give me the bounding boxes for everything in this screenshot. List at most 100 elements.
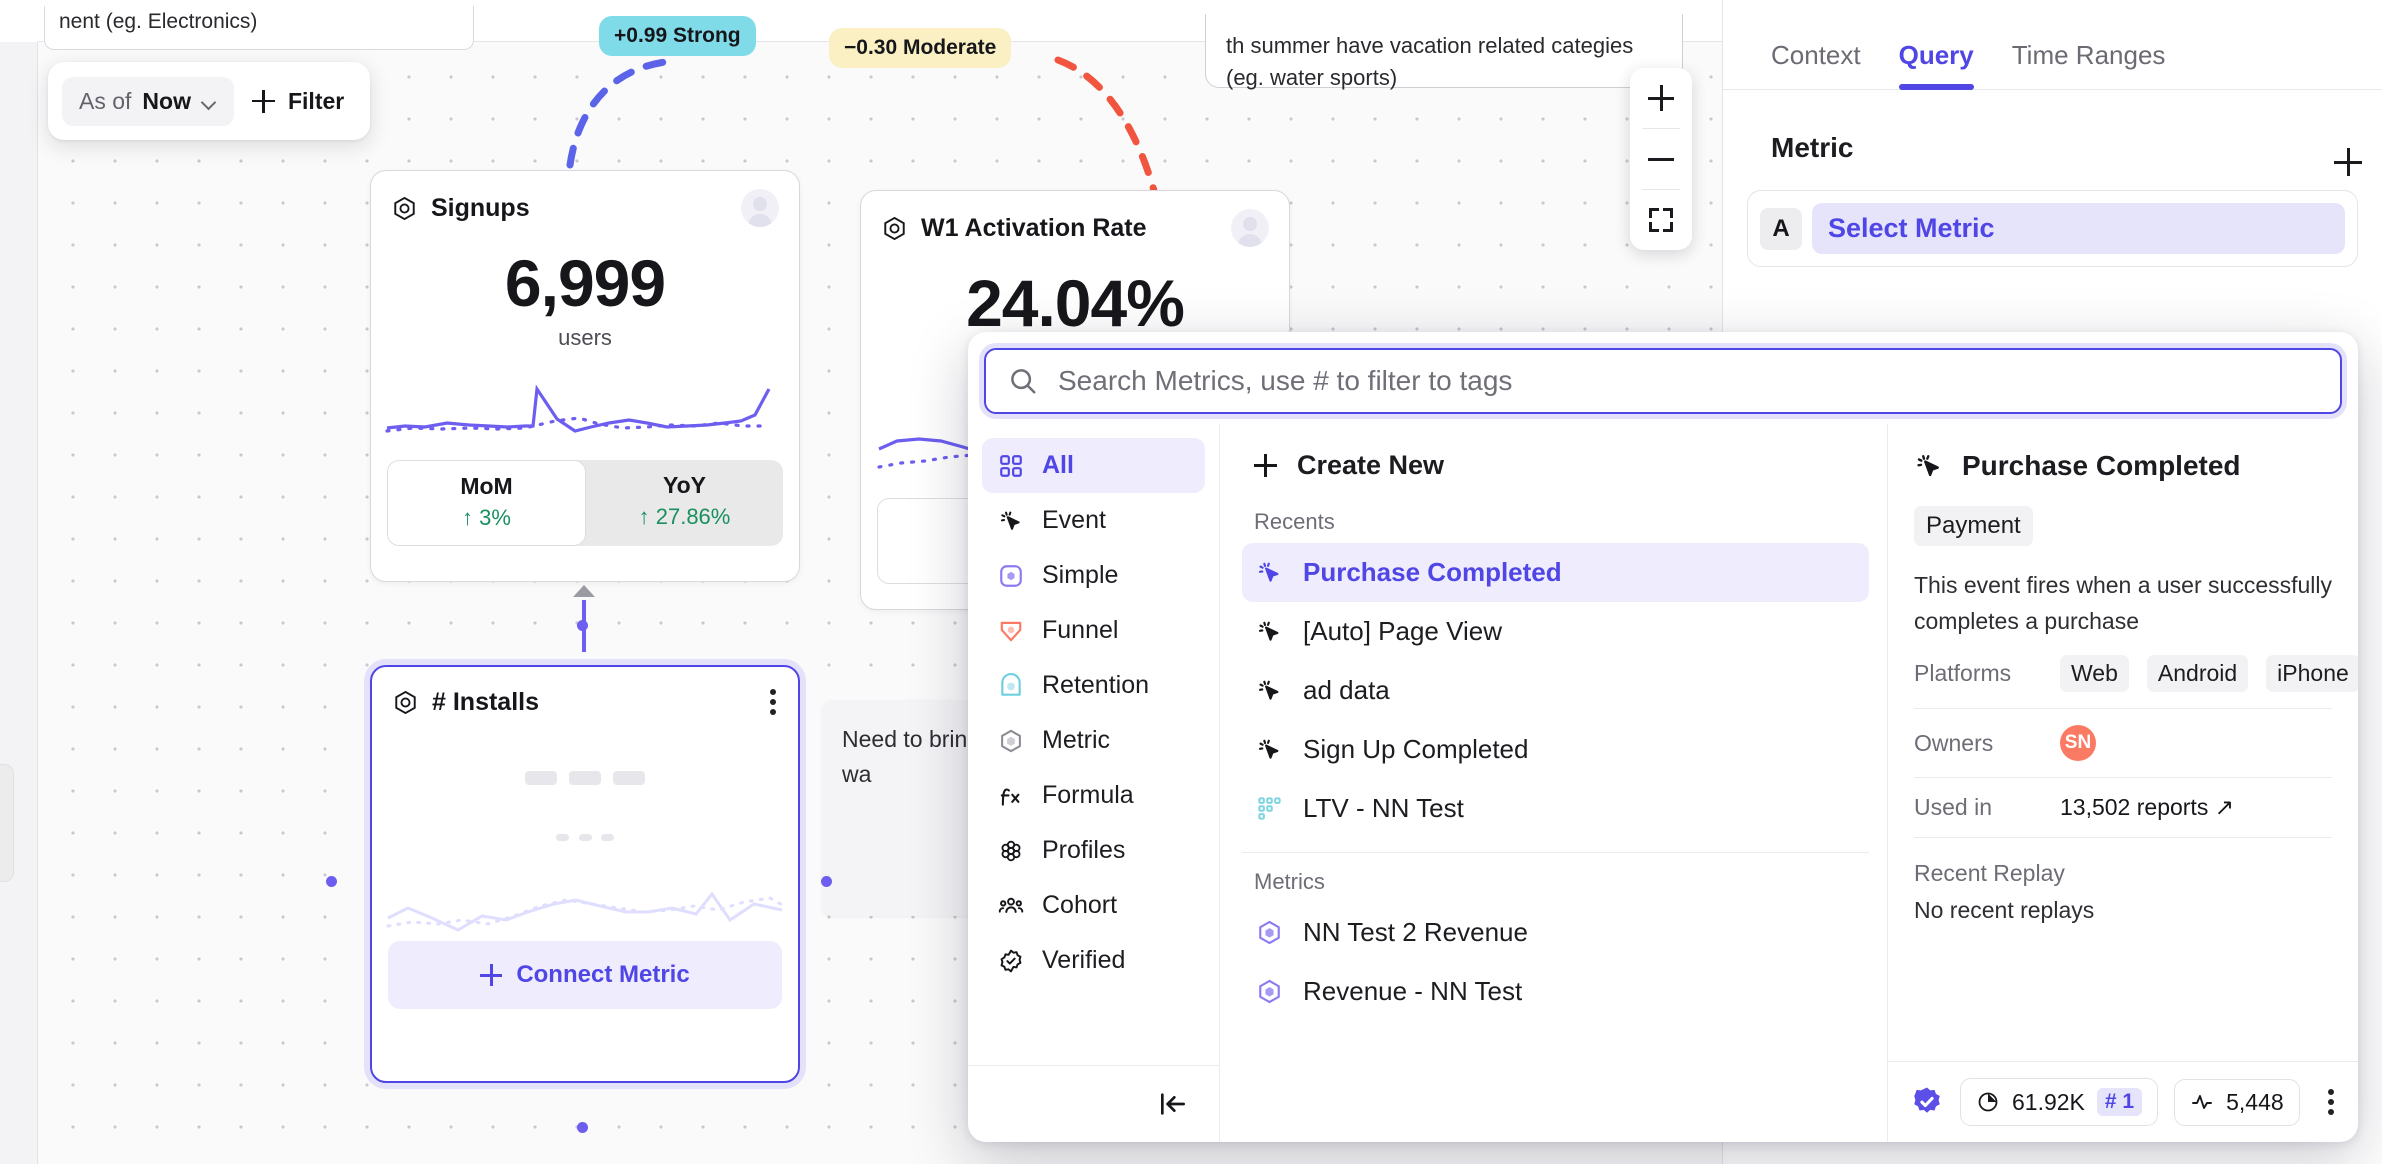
list-item[interactable]: Revenue - NN Test: [1242, 962, 1869, 1021]
category-funnel[interactable]: Funnel: [982, 603, 1205, 658]
divider: [1642, 128, 1680, 129]
category-label: All: [1042, 451, 1074, 479]
canvas-top-note[interactable]: nent (eg. Electronics): [44, 6, 474, 50]
list-item[interactable]: Purchase Completed: [1242, 543, 1869, 602]
canvas-note-card[interactable]: th summer have vacation related categies…: [1205, 14, 1683, 90]
comparison-key: MoM: [460, 473, 513, 499]
recent-replay-value: No recent replays: [1914, 897, 2095, 924]
detail-footer: 61.92K # 1 5,448: [1888, 1061, 2358, 1142]
metric-picker-modal[interactable]: Search Metrics, use # to filter to tags …: [968, 332, 2358, 1142]
metric-card-installs[interactable]: # Installs Connect Metric: [370, 665, 800, 1083]
connect-metric-button[interactable]: Connect Metric: [388, 941, 782, 1009]
metric-card-signups[interactable]: Signups 6,999 users MoM ↑ 3% YoY ↑ 27.86…: [370, 170, 800, 582]
comparison-yoy[interactable]: YoY ↑ 27.86%: [586, 460, 783, 546]
search-wrapper: Search Metrics, use # to filter to tags: [968, 332, 2358, 424]
canvas-toolbar[interactable]: As of Now Filter: [48, 62, 371, 140]
list-item[interactable]: Sign Up Completed: [1242, 720, 1869, 779]
correlation-badge-strong[interactable]: +0.99 Strong: [599, 16, 756, 56]
people-icon: [998, 897, 1024, 913]
minus-icon: [1648, 146, 1674, 172]
list-item[interactable]: NN Test 2 Revenue: [1242, 903, 1869, 962]
category-all[interactable]: All: [982, 438, 1205, 493]
category-label: Profiles: [1042, 836, 1126, 864]
panel-tabs[interactable]: Context Query Time Ranges: [1723, 0, 2382, 90]
cursor-click-icon: [1258, 621, 1279, 641]
as-of-selector[interactable]: As of Now: [62, 76, 234, 126]
category-retention[interactable]: Retention: [982, 658, 1205, 713]
tab-query[interactable]: Query: [1898, 40, 1974, 90]
create-new-button[interactable]: Create New: [1242, 442, 1869, 495]
add-filter-button[interactable]: Filter: [251, 88, 344, 115]
comparison-toggle[interactable]: MoM ↑ 3% YoY ↑ 27.86%: [387, 460, 783, 546]
list-item-label: ad data: [1303, 675, 1390, 705]
section-label-metrics: Metrics: [1254, 869, 1325, 894]
comparison-mom[interactable]: MoM ↑ 3%: [387, 460, 586, 546]
canvas-note-text: th summer have vacation related categies…: [1226, 33, 1634, 90]
list-item[interactable]: [Auto] Page View: [1242, 602, 1869, 661]
connector-dot[interactable]: [577, 620, 588, 631]
avatar[interactable]: SN: [2060, 725, 2096, 762]
category-sidebar[interactable]: All Event Simple: [968, 424, 1220, 1142]
fit-to-screen-button[interactable]: [1630, 190, 1692, 250]
card-header: # Installs: [372, 667, 798, 719]
list-item[interactable]: LTV - NN Test: [1242, 779, 1869, 838]
usedin-link[interactable]: 13,502 reports ↗: [2060, 794, 2234, 821]
category-formula[interactable]: Formula: [982, 768, 1205, 823]
plus-icon: [1254, 454, 1277, 477]
category-profiles[interactable]: Profiles: [982, 823, 1205, 878]
detail-main: Purchase Completed Payment This event fi…: [1888, 424, 2358, 1061]
detail-panel: Purchase Completed Payment This event fi…: [1888, 424, 2358, 1142]
search-icon: [1011, 369, 1036, 394]
kebab-menu-icon[interactable]: [2328, 1085, 2336, 1119]
tab-context[interactable]: Context: [1771, 40, 1861, 70]
rail-collapse-tab[interactable]: [0, 764, 14, 882]
zoom-out-button[interactable]: [1630, 129, 1692, 189]
cursor-click-icon: [1917, 455, 1939, 477]
results-list[interactable]: Create New Recents Purchase Completed: [1220, 424, 1888, 1142]
category-label: Cohort: [1042, 891, 1118, 919]
tab-time-ranges[interactable]: Time Ranges: [2011, 40, 2166, 70]
category-verified[interactable]: Verified: [982, 933, 1205, 988]
list-item-label: Revenue - NN Test: [1303, 976, 1523, 1006]
select-metric-button[interactable]: Select Metric: [1812, 203, 2345, 254]
activity-stat-chip[interactable]: 5,448: [2174, 1078, 2300, 1126]
divider: [1642, 189, 1680, 190]
category-metric[interactable]: Metric: [982, 713, 1205, 768]
connector-dot[interactable]: [577, 1122, 588, 1133]
create-new-label: Create New: [1297, 450, 1445, 480]
expand-icon: [1649, 208, 1673, 232]
sparkline-chart: [385, 384, 771, 433]
divider: [1242, 852, 1869, 853]
category-cohort[interactable]: Cohort: [982, 878, 1205, 933]
metric-unit: users: [558, 325, 612, 350]
category-event[interactable]: Event: [982, 493, 1205, 548]
metric-section-title: Metric: [1771, 132, 1854, 163]
left-rail-top: [0, 0, 38, 42]
pie-chart-icon: [1978, 1092, 1998, 1112]
as-of-value: Now: [142, 87, 191, 114]
list-item-label: NN Test 2 Revenue: [1303, 917, 1528, 947]
category-label: Retention: [1042, 671, 1150, 699]
correlation-badge-moderate[interactable]: −0.30 Moderate: [829, 28, 1012, 68]
list-item[interactable]: ad data: [1242, 661, 1869, 720]
cursor-click-icon: [1258, 739, 1279, 759]
avatar: [741, 189, 779, 227]
recent-replay-label: Recent Replay: [1914, 860, 2065, 887]
connector-dot[interactable]: [821, 876, 832, 887]
card-menu-button[interactable]: [770, 685, 778, 719]
metric-row[interactable]: A Select Metric: [1747, 190, 2358, 267]
zoom-controls[interactable]: [1630, 68, 1692, 250]
category-simple[interactable]: Simple: [982, 548, 1205, 603]
zoom-in-button[interactable]: [1630, 68, 1692, 128]
search-input[interactable]: Search Metrics, use # to filter to tags: [984, 348, 2342, 414]
hexagon-icon: [1001, 729, 1021, 752]
category-label: Metric: [1042, 726, 1111, 754]
collapse-left-icon[interactable]: [1157, 1088, 1189, 1120]
activity-value: 5,448: [2226, 1088, 2284, 1115]
connector-dot[interactable]: [326, 876, 337, 887]
card-title: W1 Activation Rate: [921, 213, 1147, 242]
canvas-top-note-text: nent (eg. Electronics): [59, 10, 258, 33]
detail-usedin-row: Used in 13,502 reports ↗: [1914, 778, 2332, 839]
volume-stat-chip[interactable]: 61.92K # 1: [1960, 1078, 2159, 1126]
comparison-value: ↑ 27.86%: [638, 504, 731, 529]
